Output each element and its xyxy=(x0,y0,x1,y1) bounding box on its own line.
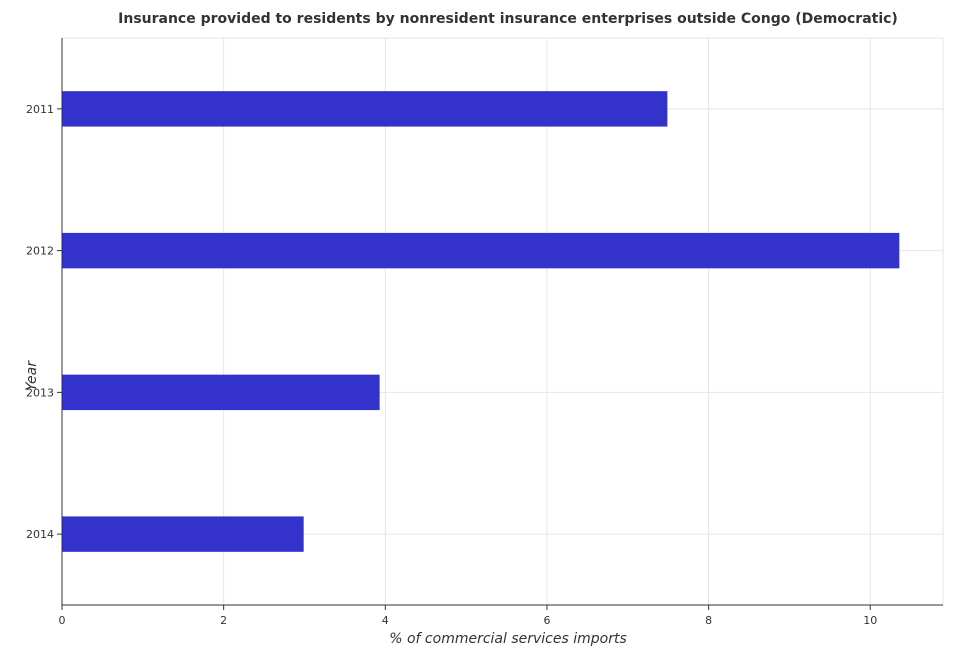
bar-2011 xyxy=(62,91,668,127)
x-tick-label: 6 xyxy=(543,614,550,627)
chart-title: Insurance provided to residents by nonre… xyxy=(118,11,898,27)
y-tick-label: 2014 xyxy=(26,528,54,541)
x-tick-label: 10 xyxy=(863,614,877,627)
bars xyxy=(62,91,900,552)
bar-2012 xyxy=(62,232,900,269)
x-tick-label: 2 xyxy=(220,614,227,627)
y-tick-label: 2013 xyxy=(26,386,54,399)
y-tick-label: 2012 xyxy=(26,245,54,258)
y-axis-title: Year xyxy=(24,360,40,391)
bar-2014 xyxy=(62,516,304,552)
axes: 0 2 4 6 8 10 2011 2012 2013 2014 xyxy=(26,38,943,627)
y-tick-label: 2011 xyxy=(26,103,54,116)
x-tick-label: 8 xyxy=(705,614,712,627)
x-tick-label: 4 xyxy=(382,614,389,627)
bar-2013 xyxy=(62,374,380,411)
x-axis-title: % of commercial services imports xyxy=(389,631,627,647)
x-tick-label: 0 xyxy=(59,614,66,627)
